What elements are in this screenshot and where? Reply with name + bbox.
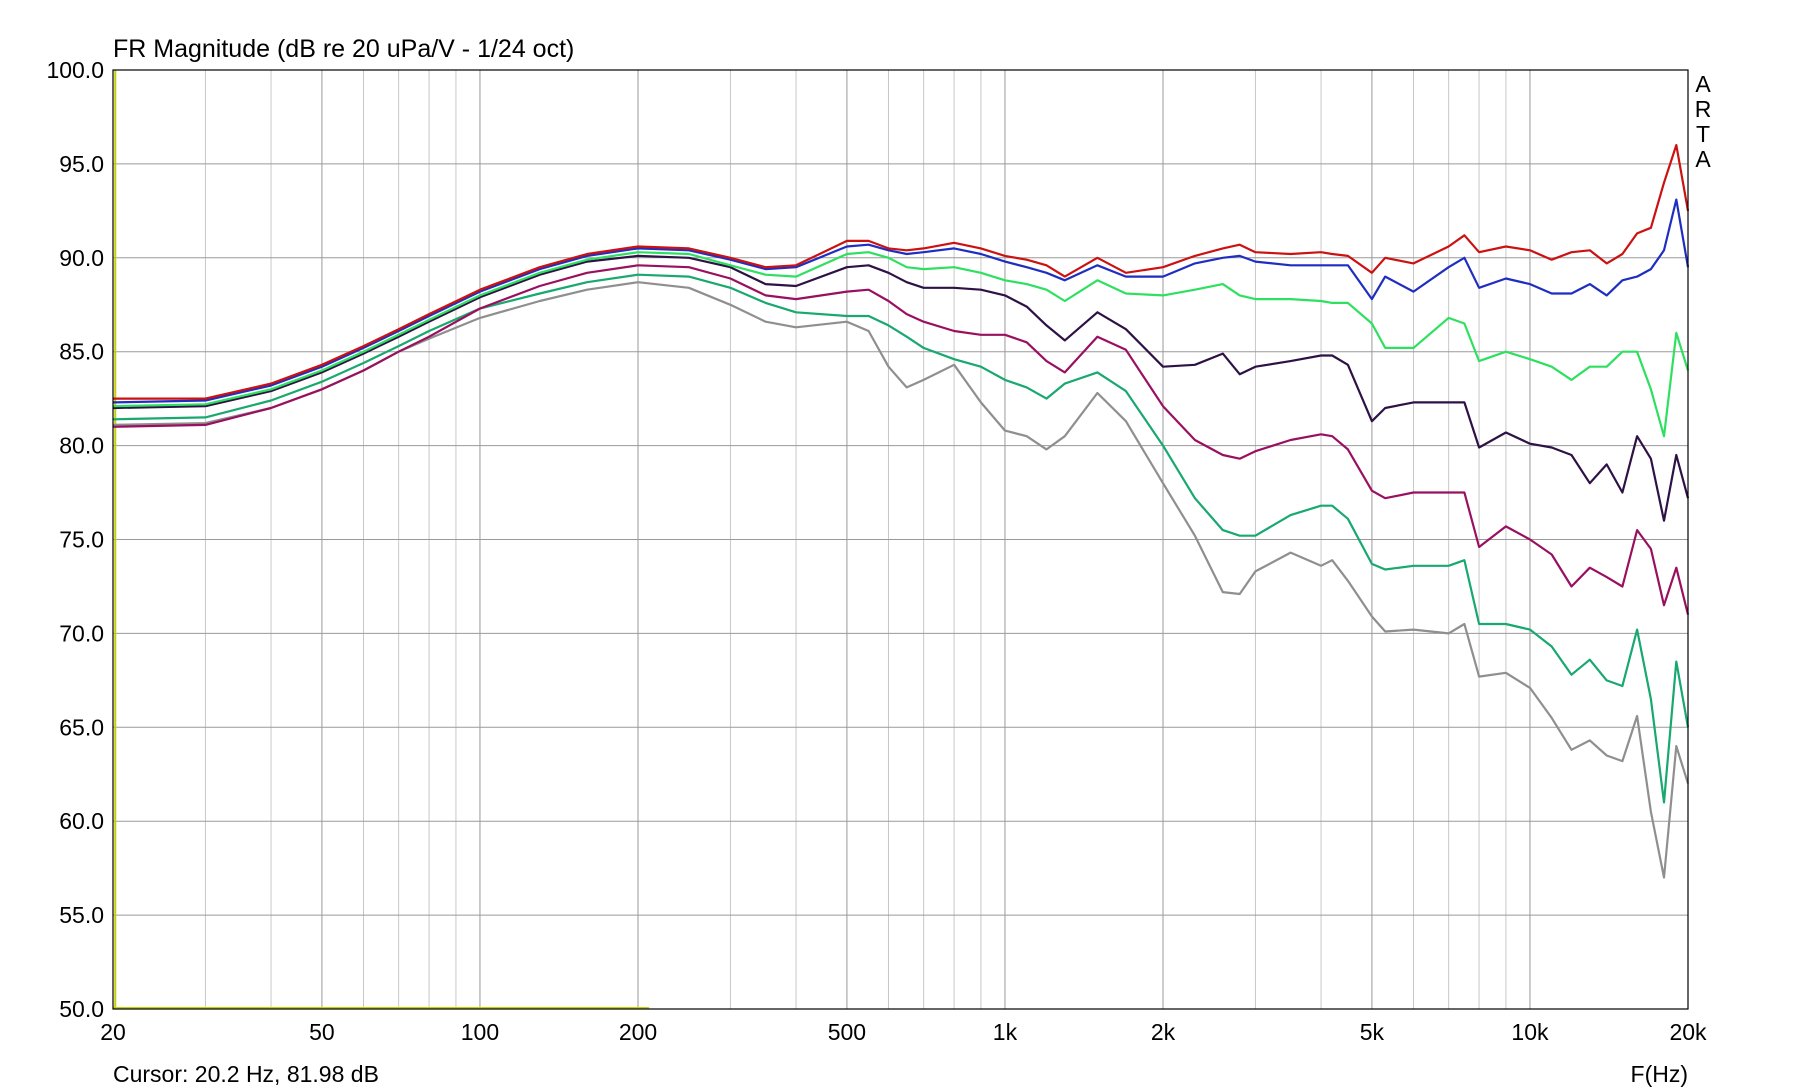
brand-letter: A	[1695, 71, 1711, 97]
x-tick-label: 500	[828, 1019, 866, 1045]
y-tick-label: 85.0	[59, 339, 104, 365]
y-tick-label: 90.0	[59, 245, 104, 271]
y-tick-label: 50.0	[59, 996, 104, 1022]
series-line-3	[112, 251, 1690, 438]
y-tick-label: 65.0	[59, 714, 104, 740]
y-tick-label: 100.0	[46, 57, 104, 83]
brand-letter: T	[1696, 121, 1710, 147]
x-tick-label: 50	[309, 1019, 335, 1045]
y-tick-label: 80.0	[59, 433, 104, 459]
series-line-6	[112, 273, 1690, 804]
series-line-1	[113, 144, 1690, 400]
x-tick-label: 20k	[1669, 1019, 1707, 1045]
y-tick-label: 60.0	[59, 808, 104, 834]
x-tick-label: 20	[100, 1019, 126, 1045]
grid	[113, 70, 1688, 1009]
chart-title: FR Magnitude (dB re 20 uPa/V - 1/24 oct)	[113, 35, 574, 63]
x-tick-label: 1k	[993, 1019, 1018, 1045]
cursor-readout: Cursor: 20.2 Hz, 81.98 dB	[113, 1061, 379, 1087]
y-tick-label: 75.0	[59, 527, 104, 553]
brand-letter: A	[1695, 146, 1711, 172]
series-line-4	[112, 254, 1690, 522]
series-line-7	[112, 281, 1690, 879]
x-tick-label: 5k	[1360, 1019, 1385, 1045]
x-tick-label: 100	[461, 1019, 499, 1045]
series-line-2	[112, 198, 1690, 404]
brand-letter: R	[1695, 96, 1712, 122]
y-tick-label: 70.0	[59, 620, 104, 646]
series-line-5	[112, 264, 1690, 615]
x-axis-label: F(Hz)	[1631, 1061, 1688, 1087]
series-layer	[112, 144, 1690, 879]
cursor-layer	[113, 70, 650, 1009]
x-tick-label: 200	[619, 1019, 657, 1045]
y-tick-label: 95.0	[59, 151, 104, 177]
x-tick-labels: 20 50 100 200 500 1k 2k 5k 10k 20k	[100, 1019, 1707, 1045]
x-tick-label: 2k	[1151, 1019, 1176, 1045]
y-tick-labels: 50.0 55.0 60.0 65.0 70.0 75.0 80.0 85.0 90.0 95.0…	[46, 57, 104, 1022]
x-tick-label: 10k	[1511, 1019, 1549, 1045]
y-tick-label: 55.0	[59, 902, 104, 928]
plot-frame	[112, 69, 1689, 1010]
